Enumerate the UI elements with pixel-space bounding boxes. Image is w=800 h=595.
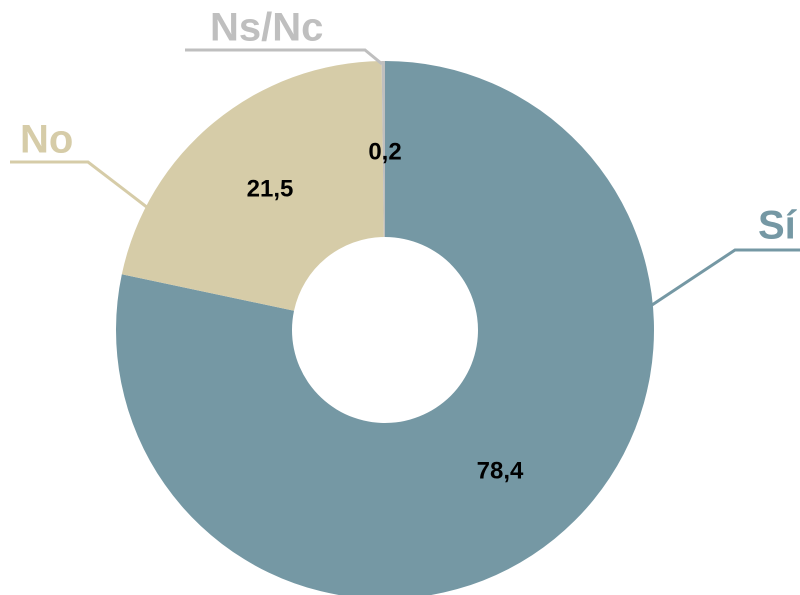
category-label: Ns/Nc <box>210 6 323 50</box>
data-label: 21,5 <box>247 175 294 202</box>
donut-slice <box>116 61 654 595</box>
category-label: Sí <box>758 204 798 248</box>
data-label: 78,4 <box>477 457 524 484</box>
leader-line <box>185 48 383 66</box>
leader-line <box>10 160 149 210</box>
donut-slice <box>121 61 384 311</box>
donut-slice <box>381 61 385 238</box>
leader-line <box>651 248 800 307</box>
category-label: No <box>20 118 73 162</box>
data-label: 0,2 <box>368 138 401 165</box>
